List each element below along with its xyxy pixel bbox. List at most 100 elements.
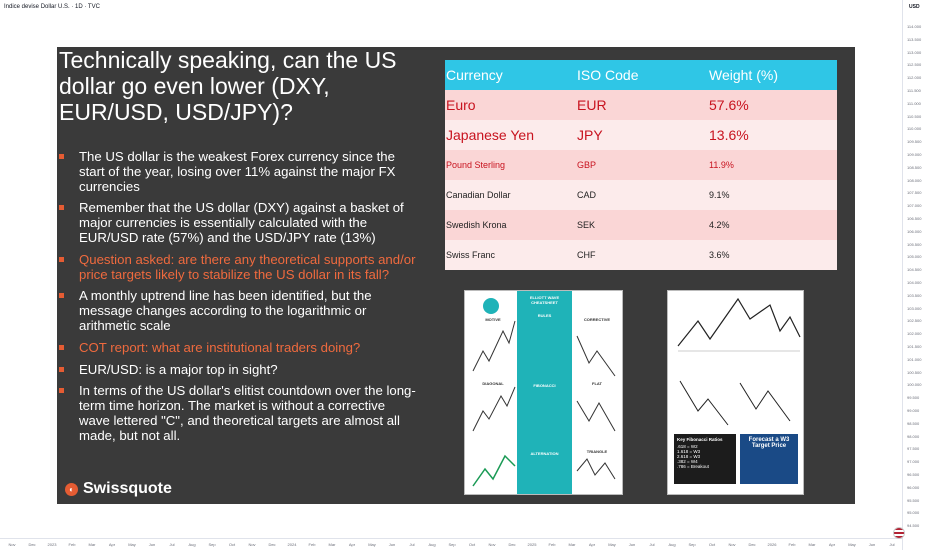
price-tick: 103.000 bbox=[907, 305, 922, 311]
wave-logo-icon bbox=[483, 298, 499, 314]
price-tick: 94.500 bbox=[907, 523, 920, 529]
time-tick: Nov bbox=[248, 542, 256, 547]
time-tick: Mar bbox=[328, 542, 336, 547]
cell-currency: Canadian Dollar bbox=[445, 180, 576, 210]
time-tick: Feb bbox=[788, 542, 796, 547]
corrective-label: CORRECTIVE bbox=[583, 317, 611, 322]
price-tick: 103.500 bbox=[907, 292, 922, 298]
time-tick: Jun bbox=[148, 542, 156, 547]
price-tick: 108.000 bbox=[907, 177, 922, 183]
price-tick: 96.500 bbox=[907, 472, 920, 477]
time-tick: Nov bbox=[488, 542, 496, 547]
bullet-square-icon bbox=[59, 366, 64, 372]
time-tick: Aug bbox=[188, 542, 196, 547]
price-tick: 113.500 bbox=[907, 36, 922, 42]
table-header-row: Currency ISO Code Weight (%) bbox=[445, 60, 837, 90]
bullet-text: Question asked: are there any theoretica… bbox=[79, 251, 416, 282]
us-flag-icon[interactable] bbox=[893, 527, 905, 539]
table-row: Swedish Krona SEK 4.2% bbox=[445, 210, 837, 240]
price-tick: 101.500 bbox=[907, 344, 922, 349]
price-tick: 112.500 bbox=[907, 62, 922, 68]
price-tick: 105.000 bbox=[907, 254, 922, 260]
price-tick: 109.500 bbox=[907, 139, 922, 145]
price-tick: 106.500 bbox=[907, 216, 922, 221]
time-tick: Mar bbox=[808, 542, 816, 547]
cell-iso: JPY bbox=[576, 120, 708, 150]
cell-iso: CHF bbox=[576, 240, 708, 270]
cell-currency: Swiss Franc bbox=[445, 240, 576, 270]
time-tick: Jul bbox=[409, 542, 415, 547]
price-axis-currency[interactable]: USD bbox=[909, 4, 920, 10]
price-tick: 100.500 bbox=[907, 369, 922, 375]
price-axis[interactable]: USD 114.000 113.500 113.000 112.500 112.000 1… bbox=[902, 0, 932, 550]
price-tick: 96.000 bbox=[907, 484, 920, 490]
bullet-square-icon bbox=[59, 256, 64, 262]
cheatsheet-title: ELLIOTT WAVE CHEATSHEET bbox=[529, 295, 560, 305]
time-tick: Apr bbox=[828, 542, 836, 547]
cell-iso: EUR bbox=[576, 90, 708, 120]
table-row: Euro EUR 57.6% bbox=[445, 90, 837, 120]
header-currency: Currency bbox=[445, 60, 576, 90]
bullet-text: EUR/USD: is a major top in sight? bbox=[79, 361, 278, 377]
bullet-text: A monthly uptrend line has been identifi… bbox=[79, 288, 372, 333]
cell-iso: GBP bbox=[576, 150, 708, 180]
price-tick: 112.000 bbox=[907, 75, 922, 81]
bullet-item: Remember that the US dollar (DXY) agains… bbox=[59, 201, 417, 245]
swissquote-mark-icon: ◐ bbox=[65, 482, 78, 496]
bullet-square-icon bbox=[59, 154, 64, 159]
time-tick: Nov bbox=[728, 542, 736, 547]
logo-text: Swissquote bbox=[83, 480, 172, 497]
bullet-text: Remember that the US dollar (DXY) agains… bbox=[79, 200, 404, 245]
time-tick: Sep bbox=[688, 542, 696, 547]
price-tick: 110.500 bbox=[907, 113, 922, 119]
time-tick: Oct bbox=[468, 542, 476, 547]
bullet-item: In terms of the US dollar's elitist coun… bbox=[59, 383, 417, 443]
time-tick: Mar bbox=[88, 542, 96, 547]
cell-currency: Euro bbox=[445, 90, 576, 120]
price-tick: 98.500 bbox=[907, 420, 920, 426]
price-tick: 107.500 bbox=[907, 190, 922, 196]
time-tick: May bbox=[128, 542, 136, 547]
time-tick: Nov bbox=[8, 542, 16, 547]
time-tick: Feb bbox=[548, 542, 556, 547]
bullet-item: EUR/USD: is a major top in sight? bbox=[59, 361, 417, 378]
time-tick: 2026 bbox=[767, 542, 777, 547]
rules-label: RULES bbox=[537, 313, 552, 318]
price-tick: 95.000 bbox=[907, 510, 920, 516]
diagonal-label: DIAGONAL bbox=[482, 381, 504, 386]
ratio-item: 2.618 = W3 bbox=[677, 454, 701, 459]
time-tick: Apr bbox=[108, 542, 116, 547]
bullet-square-icon bbox=[59, 388, 64, 394]
motive-label: MOTIVE bbox=[485, 317, 501, 322]
time-tick: Dec bbox=[28, 542, 36, 547]
bullet-item: A monthly uptrend line has been identifi… bbox=[59, 289, 417, 333]
price-tick: 102.000 bbox=[907, 331, 922, 337]
time-axis[interactable]: Nov Dec 2023 Feb Mar Apr May Jun Jul Aug Sep Oct Nov… bbox=[0, 538, 902, 551]
time-tick: Dec bbox=[748, 542, 756, 547]
cell-iso: CAD bbox=[576, 180, 708, 210]
cell-weight: 4.2% bbox=[708, 210, 837, 240]
time-tick: Feb bbox=[308, 542, 316, 547]
cell-weight: 11.9% bbox=[708, 150, 837, 180]
price-tick: 105.500 bbox=[907, 241, 922, 247]
price-tick: 111.000 bbox=[907, 100, 921, 106]
cheatsheet-rules-column bbox=[517, 291, 572, 494]
time-tick: Sep bbox=[208, 542, 216, 547]
table-row: Japanese Yen JPY 13.6% bbox=[445, 120, 837, 150]
price-tick: 97.500 bbox=[907, 446, 920, 452]
bullet-item: COT report: what are institutional trade… bbox=[59, 340, 417, 356]
time-tick: Jul bbox=[649, 542, 655, 547]
price-tick: 107.000 bbox=[907, 203, 922, 209]
ratio-item: .382 = W4 bbox=[677, 459, 698, 464]
bullet-text: In terms of the US dollar's elitist coun… bbox=[79, 383, 416, 443]
time-tick: Jun bbox=[628, 542, 636, 547]
time-tick: Jul bbox=[889, 542, 895, 547]
chart-title: Indice devise Dollar U.S. · 1D · TVC bbox=[4, 4, 100, 10]
cell-iso: SEK bbox=[576, 210, 708, 240]
cell-currency: Japanese Yen bbox=[445, 120, 576, 150]
w3-target-box: Forecast a W3 Target Price bbox=[740, 434, 798, 484]
price-tick: 104.000 bbox=[907, 280, 922, 285]
price-tick: 98.000 bbox=[907, 433, 920, 439]
price-tick: 100.000 bbox=[907, 382, 922, 388]
alternation-label: ALTERNATION bbox=[530, 451, 559, 456]
